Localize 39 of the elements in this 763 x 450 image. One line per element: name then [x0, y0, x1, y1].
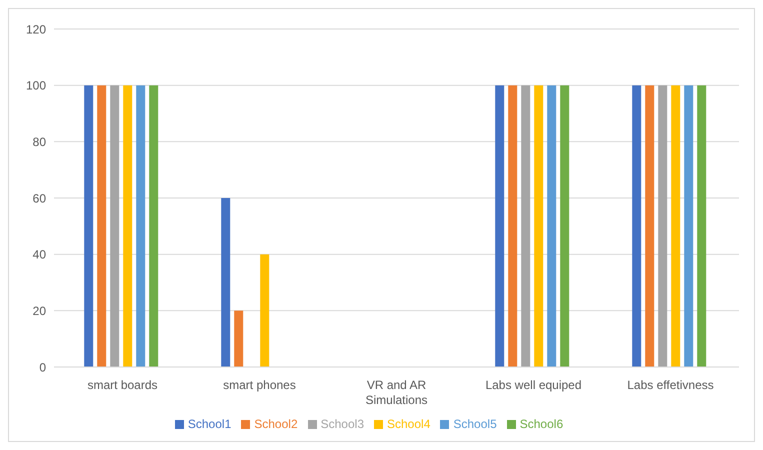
y-tick-label: 20: [32, 304, 46, 318]
bar: [684, 85, 694, 367]
bar: [632, 85, 642, 367]
bar: [136, 85, 146, 367]
bar: [149, 85, 158, 367]
bar: [697, 85, 706, 367]
bar: [495, 85, 504, 367]
legend-label: School5: [453, 417, 497, 431]
bar: [110, 85, 120, 367]
bar: [547, 85, 556, 367]
bar: [260, 254, 270, 367]
bar: [234, 310, 244, 367]
bar: [521, 85, 530, 367]
y-tick-label: 60: [32, 191, 46, 206]
legend-label: School6: [520, 417, 564, 431]
x-tick-label: Labs well equiped: [485, 378, 582, 392]
x-tick-label: VR and AR Simulations: [365, 378, 428, 407]
bar: [84, 85, 94, 367]
bar: [560, 85, 570, 367]
y-tick-label: 40: [32, 248, 46, 262]
bar: [97, 85, 106, 367]
legend-label: School2: [254, 417, 298, 431]
x-tick-label: smart phones: [223, 378, 296, 392]
bar: [221, 198, 230, 367]
y-tick-label: 100: [26, 78, 46, 93]
bar: [645, 85, 654, 367]
y-tick-label: 120: [26, 22, 46, 36]
legend-label: School3: [320, 417, 364, 431]
bar: [534, 85, 544, 367]
x-tick-label: smart boards: [87, 378, 158, 392]
bar: [123, 85, 132, 367]
legend-label: School4: [387, 417, 430, 431]
bar: [658, 85, 668, 367]
bar: [508, 85, 518, 367]
y-tick-label: 80: [32, 134, 46, 149]
bar: [671, 85, 680, 367]
y-tick-label: 0: [39, 360, 46, 374]
x-tick-label: Labs effetivness: [627, 378, 714, 392]
legend-label: School1: [188, 417, 232, 431]
